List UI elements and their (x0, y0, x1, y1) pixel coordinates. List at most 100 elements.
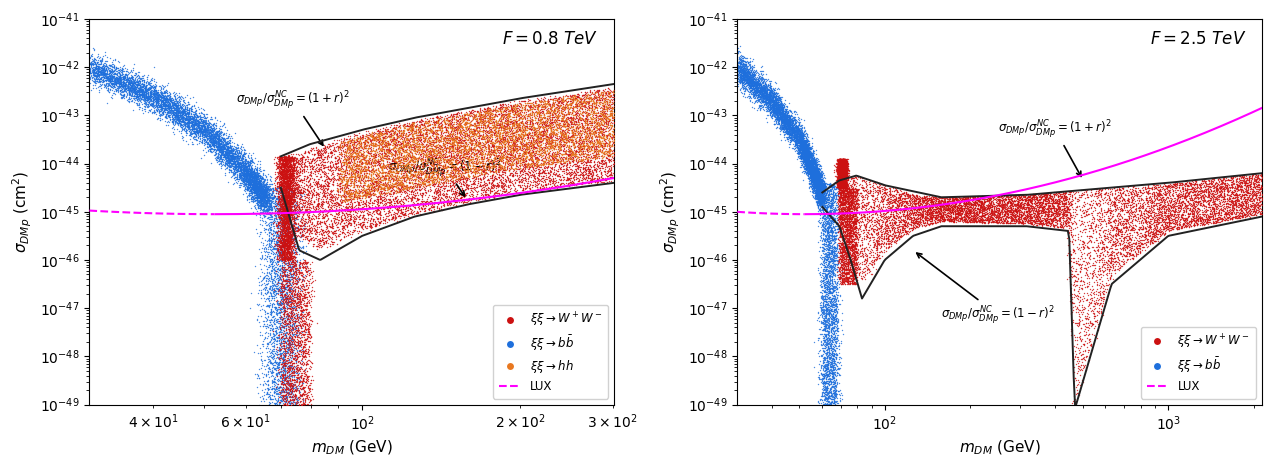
Point (230, 160, 251, 167)
Point (945, 209, 965, 216)
Point (521, 174, 541, 181)
Point (429, 205, 449, 213)
Point (831, 170, 852, 178)
Point (379, 180, 400, 188)
Point (892, 206, 913, 214)
Point (805, 179, 825, 187)
Point (808, 167, 829, 174)
Point (830, 197, 850, 205)
Point (509, 132, 530, 139)
Point (206, 129, 227, 136)
Point (738, 73, 759, 80)
Point (264, 389, 284, 397)
Point (396, 139, 416, 146)
Point (260, 366, 280, 373)
Point (283, 263, 303, 270)
Point (341, 204, 362, 212)
Point (830, 201, 850, 208)
Point (274, 380, 294, 388)
Point (591, 118, 611, 126)
Point (841, 192, 862, 199)
Point (574, 103, 594, 110)
Point (350, 134, 370, 142)
Point (816, 234, 836, 241)
Point (906, 219, 927, 226)
Point (279, 301, 299, 308)
Point (276, 212, 297, 219)
Point (1242, 189, 1263, 197)
Point (817, 229, 838, 237)
Point (843, 202, 863, 209)
Point (850, 259, 871, 267)
Point (801, 160, 821, 167)
Point (505, 120, 526, 127)
Point (252, 183, 272, 190)
Point (807, 183, 827, 190)
Point (568, 124, 588, 132)
Point (836, 179, 857, 187)
Point (177, 114, 197, 121)
Point (783, 131, 803, 139)
Point (438, 117, 458, 124)
Point (732, 69, 752, 76)
Point (1228, 211, 1249, 218)
Point (279, 245, 299, 253)
Point (421, 127, 442, 134)
Point (475, 117, 495, 124)
Point (289, 320, 309, 328)
Point (275, 153, 295, 161)
Point (812, 306, 833, 314)
Point (264, 280, 284, 287)
Point (813, 181, 834, 188)
Point (895, 202, 915, 209)
Point (130, 93, 150, 101)
Point (807, 171, 827, 179)
Point (830, 159, 850, 166)
Point (509, 117, 530, 124)
Point (787, 138, 807, 146)
Point (285, 390, 306, 398)
Point (1193, 216, 1213, 223)
Point (465, 113, 485, 120)
Point (833, 172, 853, 180)
Point (749, 80, 769, 87)
Point (779, 129, 799, 137)
Point (835, 182, 855, 190)
Point (901, 190, 922, 198)
Point (1161, 211, 1181, 218)
Point (159, 91, 179, 98)
Point (861, 204, 881, 211)
Point (448, 124, 468, 131)
Point (470, 117, 490, 124)
Point (276, 256, 297, 263)
Point (830, 165, 850, 172)
Point (248, 173, 269, 180)
Point (830, 169, 850, 176)
Point (738, 74, 759, 82)
Point (485, 136, 505, 144)
Point (731, 68, 751, 75)
Point (733, 73, 754, 81)
Point (393, 183, 414, 190)
Point (833, 165, 853, 172)
Point (266, 376, 286, 383)
Point (405, 168, 425, 176)
Point (917, 197, 937, 205)
Point (358, 135, 378, 143)
Point (1158, 215, 1179, 222)
Point (1077, 267, 1097, 274)
Point (270, 274, 290, 281)
Point (270, 195, 290, 203)
Point (126, 88, 146, 96)
Point (1022, 216, 1043, 223)
Point (139, 95, 159, 102)
Point (536, 135, 556, 143)
Point (556, 104, 577, 112)
Point (405, 174, 425, 181)
Point (1158, 183, 1179, 190)
Point (274, 212, 294, 220)
Point (1245, 190, 1265, 198)
Point (93, 68, 113, 76)
Point (508, 130, 528, 137)
Point (829, 167, 849, 174)
